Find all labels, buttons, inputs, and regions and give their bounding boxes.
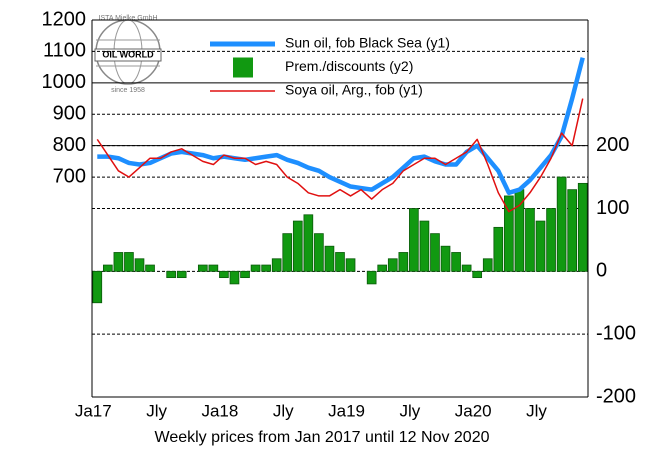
bar (166, 270, 176, 279)
bar (219, 270, 229, 279)
y-tick-label: 700 (53, 165, 86, 187)
bar (208, 264, 219, 272)
bar (345, 258, 356, 272)
bar (282, 233, 293, 272)
logo-name: OIL WORLD (102, 49, 154, 59)
bar (145, 264, 155, 272)
y2-tick-label: -100 (596, 322, 636, 344)
bar (398, 252, 409, 272)
legend-label: Prem./discounts (y2) (285, 58, 413, 74)
bar (134, 258, 145, 272)
x-tick-label: Jly (146, 401, 167, 420)
x-tick-label: Ja19 (328, 401, 365, 420)
bar (419, 220, 430, 272)
bar (461, 264, 472, 272)
bar (377, 264, 388, 272)
bar (430, 233, 440, 272)
x-tick-label: Jly (399, 401, 420, 420)
bar (292, 220, 303, 272)
bar (387, 258, 398, 272)
line (96, 98, 584, 213)
bar (113, 252, 124, 272)
bar (92, 270, 103, 304)
bar (229, 270, 240, 285)
x-tick-label: Jly (273, 401, 294, 420)
bar (409, 208, 419, 272)
bar (556, 176, 567, 272)
bar (102, 264, 113, 272)
bar (440, 245, 451, 272)
bar (335, 252, 345, 272)
y2-tick-label: 100 (596, 197, 629, 219)
y-tick-label: 800 (53, 134, 86, 156)
x-tick-label: Ja17 (75, 401, 112, 420)
bar (525, 208, 535, 272)
y-tick-label: 1100 (43, 40, 86, 62)
y-tick-label: 1000 (42, 71, 87, 93)
legend-label: Soya oil, Arg., fob (y1) (285, 82, 423, 98)
grid (92, 19, 588, 398)
bar (472, 270, 483, 279)
bar (261, 264, 271, 272)
legend-swatch (233, 57, 253, 78)
y2-tick-label: 200 (596, 134, 629, 156)
bar (493, 226, 504, 272)
x-tick-label: Jly (526, 401, 547, 420)
y2-tick-label: -200 (596, 385, 636, 407)
bar (577, 182, 588, 272)
bar (482, 258, 493, 272)
bar (546, 208, 556, 272)
y-tick-label: 1200 (42, 8, 87, 30)
x-tick-label: Ja20 (455, 401, 492, 420)
bar (324, 245, 335, 272)
y-tick-label: 900 (53, 103, 86, 125)
bar (250, 264, 261, 272)
bar (567, 189, 578, 272)
bar (366, 270, 377, 285)
bar (451, 252, 461, 272)
x-tick-label: Ja18 (201, 401, 238, 420)
logo-top: ISTA Mielke GmbH (99, 15, 158, 22)
line (97, 57, 585, 196)
bar (535, 220, 546, 272)
bar (240, 270, 250, 279)
legend-label: Sun oil, fob Black Sea (y1) (285, 35, 450, 51)
bar (197, 264, 208, 272)
logo-bottom: since 1958 (111, 87, 145, 94)
bar (504, 195, 514, 272)
bar (303, 214, 314, 272)
bar (314, 233, 324, 272)
bar (271, 258, 282, 272)
y2-tick-label: 0 (596, 260, 607, 282)
bar (176, 270, 187, 279)
bar (124, 252, 134, 272)
x-axis-title: Weekly prices from Jan 2017 until 12 Nov… (155, 429, 490, 446)
logo: OIL WORLD ISTA Mielke GmbH since 1958 (94, 15, 162, 94)
